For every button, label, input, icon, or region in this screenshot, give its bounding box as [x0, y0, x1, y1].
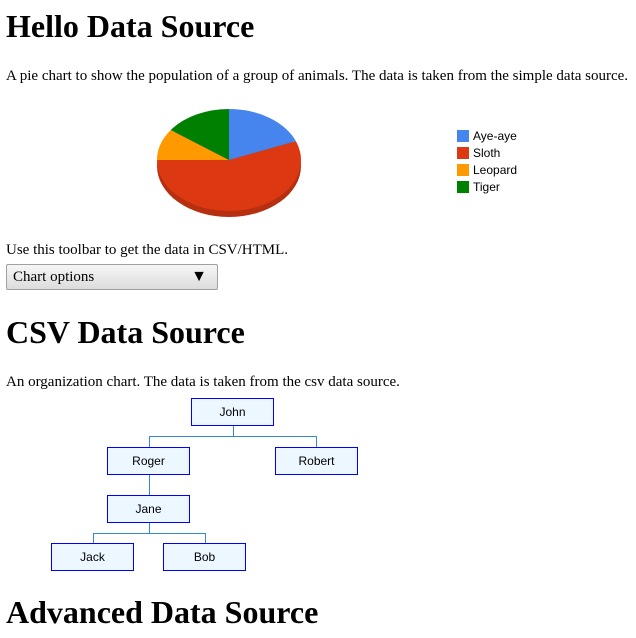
connector-john — [149, 426, 317, 447]
legend-label: Aye-aye — [473, 128, 517, 143]
org-node-jack[interactable]: Jack — [51, 543, 134, 571]
pie-slice-sloth[interactable] — [157, 141, 301, 211]
legend-swatch — [457, 180, 469, 193]
legend-item-leopard[interactable]: Leopard — [457, 161, 517, 178]
legend-swatch — [457, 146, 469, 159]
csv-description: An organization chart. The data is taken… — [6, 374, 400, 390]
csv-section-title: CSV Data Source — [6, 314, 245, 350]
triangle-down-icon: ▼ — [191, 268, 207, 285]
connector-jane — [93, 523, 206, 543]
legend-item-tiger[interactable]: Tiger — [457, 178, 517, 195]
legend-swatch — [457, 163, 469, 176]
pie-legend: Aye-aye Sloth Leopard Tiger — [457, 127, 517, 195]
org-node-roger[interactable]: Roger — [107, 447, 190, 475]
chart-options-dropdown[interactable]: Chart options ▼ — [6, 264, 218, 290]
advanced-section-title: Advanced Data Source — [6, 594, 319, 630]
toolbar-text: Use this toolbar to get the data in CSV/… — [6, 242, 289, 258]
legend-label: Leopard — [473, 162, 518, 177]
pie-slice-aye-aye[interactable] — [229, 109, 296, 160]
legend-swatch — [457, 129, 469, 142]
dropdown-label: Chart options — [13, 268, 95, 285]
org-node-bob[interactable]: Bob — [163, 543, 246, 571]
org-node-robert[interactable]: Robert — [275, 447, 358, 475]
pie-slice-tiger[interactable] — [170, 109, 229, 160]
legend-label: Sloth — [473, 145, 501, 160]
legend-item-aye-aye[interactable]: Aye-aye — [457, 127, 517, 144]
pie-slice-leopard[interactable] — [157, 130, 229, 160]
pie-chart — [157, 109, 301, 217]
legend-label: Tiger — [473, 179, 500, 194]
hello-description: A pie chart to show the population of a … — [6, 68, 629, 84]
hello-section-title: Hello Data Source — [6, 8, 255, 44]
legend-item-sloth[interactable]: Sloth — [457, 144, 517, 161]
org-node-john[interactable]: John — [191, 398, 274, 426]
org-node-jane[interactable]: Jane — [107, 495, 190, 523]
